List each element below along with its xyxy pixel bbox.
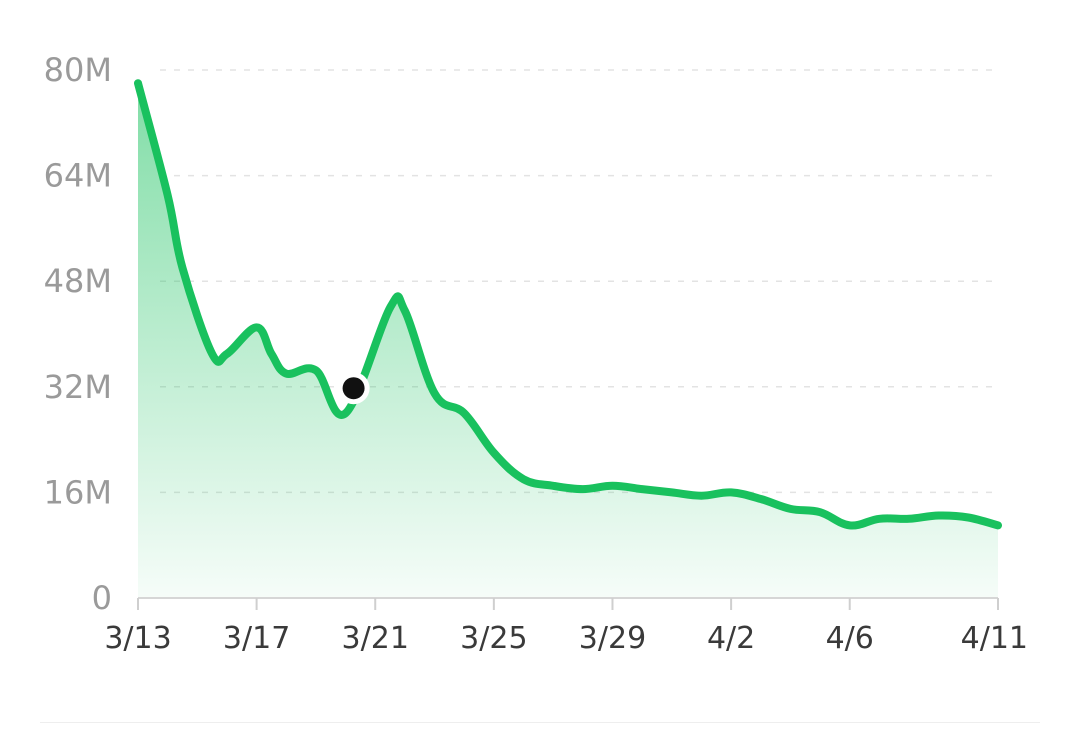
highlight-marker [337,372,370,405]
series-path [134,79,1002,530]
series-line [134,79,1002,530]
y-tick-label: 48M [44,262,112,300]
x-tick-label: 3/25 [460,621,527,656]
x-tick-label: 3/21 [342,621,409,656]
x-tick-label: 4/11 [961,621,1028,656]
marker-dot [342,377,365,400]
y-tick-label: 32M [44,368,112,406]
x-tick-label: 3/29 [579,621,646,656]
x-tick-label: 4/6 [826,621,874,656]
x-tick-label: 3/17 [223,621,290,656]
y-tick-label: 16M [44,473,112,511]
y-tick-label: 80M [44,51,112,89]
area-fill [138,83,998,598]
x-axis: 3/13 3/17 3/21 3/25 3/29 4/2 4/6 4/11 [104,597,1028,656]
y-tick-label: 0 [92,579,112,617]
bottom-divider [40,722,1040,723]
x-tick-label: 3/13 [104,621,171,656]
area-path [138,83,998,598]
y-tick-label: 64M [44,157,112,195]
x-tick-label: 4/2 [707,621,755,656]
y-axis: 0 16M 32M 48M 64M 80M [44,51,112,617]
